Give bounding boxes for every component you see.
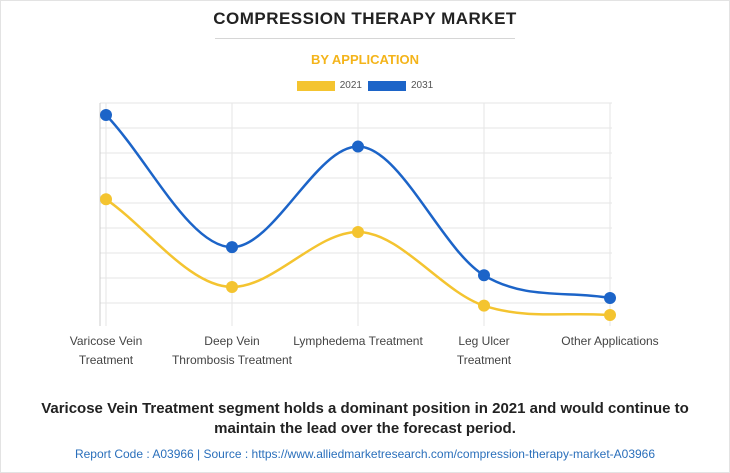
x-tick-labels: Varicose Vein Treatment Deep Vein Thrombosi… bbox=[70, 334, 659, 367]
x-tick-label: Varicose Vein bbox=[70, 334, 143, 348]
data-point-2031[interactable] bbox=[478, 269, 490, 282]
x-tick-label: Deep Vein bbox=[204, 334, 259, 348]
x-tick-label: Thrombosis Treatment bbox=[172, 353, 293, 367]
data-point-2031[interactable] bbox=[604, 291, 616, 304]
data-point-2031[interactable] bbox=[100, 108, 112, 121]
x-tick-label: Treatment bbox=[457, 353, 512, 367]
x-tick-label: Other Applications bbox=[561, 334, 658, 348]
chart-subtitle: BY APPLICATION bbox=[310, 52, 420, 67]
series-points bbox=[100, 108, 616, 322]
data-point-2021[interactable] bbox=[352, 225, 364, 238]
x-tick-label: Leg Ulcer bbox=[458, 334, 509, 348]
data-point-2021[interactable] bbox=[604, 309, 616, 322]
title-divider bbox=[215, 38, 515, 39]
data-point-2031[interactable] bbox=[352, 140, 364, 153]
legend: 2021 2031 bbox=[0, 80, 730, 91]
data-point-2021[interactable] bbox=[226, 280, 238, 293]
legend-swatch-2021 bbox=[296, 80, 335, 91]
data-point-2031[interactable] bbox=[226, 241, 238, 254]
data-point-2021[interactable] bbox=[478, 299, 490, 312]
x-tick-label: Treatment bbox=[79, 353, 134, 367]
data-point-2021[interactable] bbox=[100, 193, 112, 206]
legend-label-2021: 2021 bbox=[339, 80, 362, 91]
legend-swatch-2031 bbox=[368, 80, 406, 91]
x-tick-label: Lymphedema Treatment bbox=[293, 334, 423, 348]
legend-label-2031: 2031 bbox=[411, 80, 434, 91]
legend-item-2031[interactable]: 2031 bbox=[368, 80, 433, 91]
chart-title: COMPRESSION THERAPY MARKET bbox=[213, 9, 517, 28]
source-footer[interactable]: Report Code : A03966 | Source : https://… bbox=[74, 447, 656, 461]
grid bbox=[99, 102, 612, 326]
line-chart: Varicose Vein Treatment Deep Vein Thrombosi… bbox=[70, 102, 659, 367]
legend-item-2021[interactable]: 2021 bbox=[296, 80, 362, 91]
chart-caption: Varicose Vein Treatment segment holds a … bbox=[41, 400, 689, 437]
